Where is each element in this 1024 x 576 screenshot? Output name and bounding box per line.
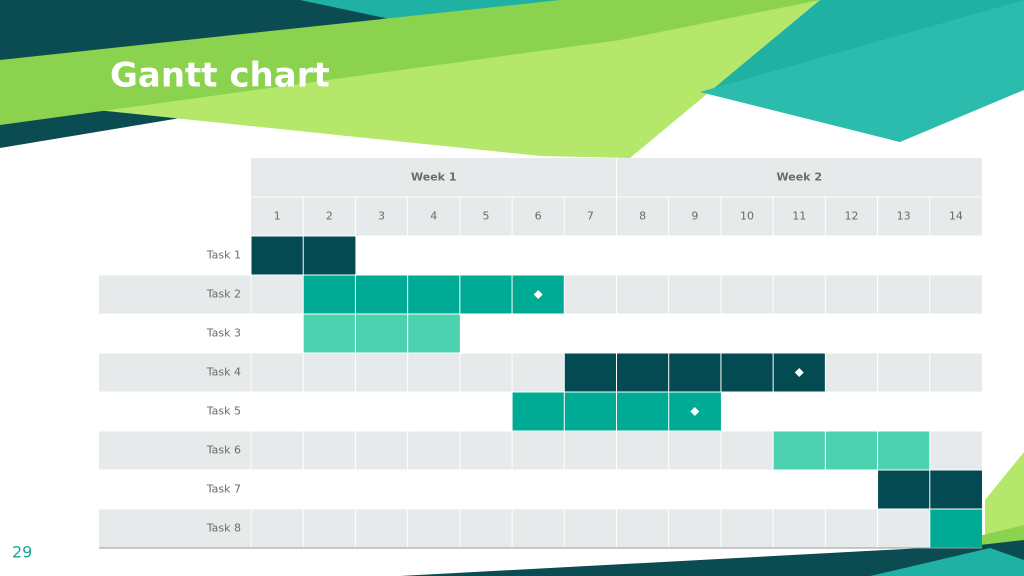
- task-bar-cell: [459, 275, 513, 314]
- task-label: Task 2: [206, 288, 241, 301]
- page-number: 29: [12, 543, 32, 562]
- shape: [700, 0, 1024, 142]
- task-bar-cell: [407, 314, 460, 353]
- task-label: Task 5: [206, 405, 241, 418]
- task-bar-cell: [616, 392, 669, 431]
- task-bar-cell: [929, 509, 982, 548]
- day-label: 4: [430, 210, 437, 223]
- task-bar-cell: [720, 353, 774, 392]
- task-label: Task 1: [206, 249, 241, 262]
- day-label: 10: [740, 210, 754, 223]
- milestone: [533, 290, 543, 299]
- task-bar-cell: [407, 275, 460, 314]
- shape: [0, 0, 820, 125]
- task-bar-cell: [355, 275, 408, 314]
- day-label: 14: [949, 210, 963, 223]
- task-bar-cell: [564, 392, 617, 431]
- week-label: Week 2: [777, 171, 822, 184]
- day-label: 11: [792, 210, 806, 223]
- slide-title: Gantt chart: [110, 56, 330, 96]
- task-bar-cell: [616, 353, 669, 392]
- shape: [870, 548, 1024, 576]
- task-label: Task 7: [206, 483, 241, 496]
- day-label: 3: [378, 210, 385, 223]
- task-label: Task 6: [206, 444, 241, 457]
- milestone: [690, 407, 700, 416]
- task-bar-cell: [303, 275, 356, 314]
- task-bar-cell: [355, 314, 408, 353]
- week-label: Week 1: [411, 171, 456, 184]
- day-label: 5: [482, 210, 489, 223]
- task-label: Task 8: [206, 522, 241, 535]
- task-bar-cell: [877, 470, 930, 509]
- task-label: Task 4: [206, 366, 241, 379]
- task-bar-cell: [512, 392, 565, 431]
- task-label: Task 3: [206, 327, 241, 340]
- row-background: [99, 353, 982, 392]
- task-bar-cell: [564, 353, 617, 392]
- milestone: [794, 368, 804, 377]
- day-label: 7: [587, 210, 594, 223]
- task-bar-cell: [303, 236, 356, 275]
- day-label: 2: [326, 210, 333, 223]
- task-bar-cell: [929, 470, 982, 509]
- day-label: 8: [639, 210, 646, 223]
- task-bar-cell: [668, 353, 721, 392]
- day-label: 13: [897, 210, 911, 223]
- day-label: 6: [535, 210, 542, 223]
- day-label: 12: [844, 210, 858, 223]
- shape: [400, 540, 1024, 576]
- row-background: [99, 509, 982, 548]
- day-label: 1: [274, 210, 281, 223]
- shape: [985, 452, 1024, 540]
- task-bar-cell: [877, 431, 930, 470]
- task-bar-cell: [773, 431, 826, 470]
- task-bar-cell: [251, 236, 304, 275]
- task-bar-cell: [303, 314, 356, 353]
- task-bar-cell: [825, 431, 878, 470]
- day-label: 9: [691, 210, 698, 223]
